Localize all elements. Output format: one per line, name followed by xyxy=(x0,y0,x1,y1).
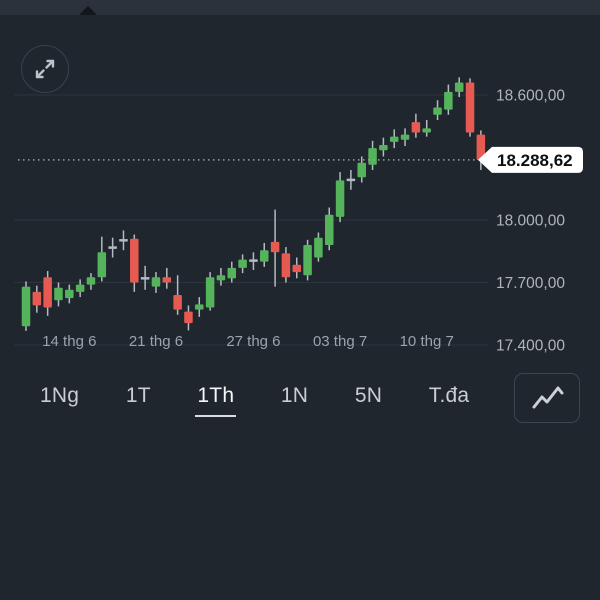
candle-up xyxy=(21,286,31,327)
fullscreen-button[interactable] xyxy=(21,45,69,93)
price-axis-label: 17.400,00 xyxy=(496,338,565,355)
date-axis-label: 21 thg 6 xyxy=(129,333,183,350)
candle-up xyxy=(260,250,269,262)
candle-down xyxy=(465,82,475,133)
candle-down xyxy=(411,122,421,133)
date-axis-label: 10 thg 7 xyxy=(400,333,454,350)
price-axis-label: 18.600,00 xyxy=(496,88,565,105)
current-price-text: 18.288,62 xyxy=(497,151,573,170)
candle-up xyxy=(389,136,399,142)
candle-up xyxy=(335,180,345,217)
candle-up xyxy=(86,277,96,285)
expand-icon xyxy=(35,59,55,79)
candle-down xyxy=(162,277,172,283)
candle-up xyxy=(379,145,388,151)
candle-up xyxy=(238,259,247,268)
candle-down xyxy=(270,241,280,253)
candle-down xyxy=(43,277,52,308)
candle-doji xyxy=(140,277,150,280)
candle-up xyxy=(433,107,442,115)
candle-down xyxy=(281,253,291,278)
tab-1year[interactable]: 1N xyxy=(280,384,309,407)
candle-up xyxy=(151,277,161,287)
line-chart-icon xyxy=(532,386,564,409)
tab-1week[interactable]: 1T xyxy=(125,384,151,407)
candle-up xyxy=(227,267,237,279)
price-axis-label: 18.000,00 xyxy=(496,213,565,230)
candle-down xyxy=(130,238,139,283)
candle-up xyxy=(324,214,334,245)
candle-up xyxy=(97,252,107,278)
candle-down xyxy=(173,295,182,310)
candle-doji xyxy=(119,239,128,242)
candle-up xyxy=(400,134,410,140)
candle-up xyxy=(368,148,377,165)
status-bar xyxy=(0,0,600,15)
candle-down xyxy=(184,311,193,324)
candle-up xyxy=(75,284,85,292)
price-axis-label: 17.700,00 xyxy=(496,275,565,292)
candle-down xyxy=(476,134,486,160)
candle-up xyxy=(314,237,323,258)
candle-down xyxy=(292,264,301,273)
tab-1day[interactable]: 1Ng xyxy=(40,384,80,407)
candle-up xyxy=(357,162,366,178)
current-price-badge xyxy=(478,146,583,173)
candle-up xyxy=(65,289,74,299)
candle-up xyxy=(205,277,215,308)
candle-up xyxy=(444,91,453,110)
date-axis-label: 27 thg 6 xyxy=(226,333,280,350)
chart-type-button[interactable] xyxy=(513,373,580,423)
caret-up-icon xyxy=(79,6,97,15)
tab-max[interactable]: T.đa xyxy=(428,384,470,407)
candle-up xyxy=(303,245,312,276)
candle-up xyxy=(54,287,63,301)
candle-up xyxy=(216,275,226,281)
candle-down xyxy=(32,291,42,306)
tab-1month[interactable]: 1Th xyxy=(195,379,237,417)
candle-doji xyxy=(249,259,258,262)
time-range-tabs: 1Ng 1T 1Th 1N 5N T.đa xyxy=(0,370,600,426)
candle-up xyxy=(195,304,204,310)
candle-up xyxy=(454,82,464,92)
date-axis-label: 14 thg 6 xyxy=(42,333,96,350)
date-axis-label: 03 thg 7 xyxy=(313,333,367,350)
candle-doji xyxy=(346,178,356,182)
candlestick-chart[interactable]: 18.600,00 18.000,00 17.700,00 17.400,00 14 t… xyxy=(0,0,600,440)
candle-doji xyxy=(108,246,117,249)
candle-up xyxy=(422,128,431,133)
tab-5year[interactable]: 5N xyxy=(354,384,383,407)
